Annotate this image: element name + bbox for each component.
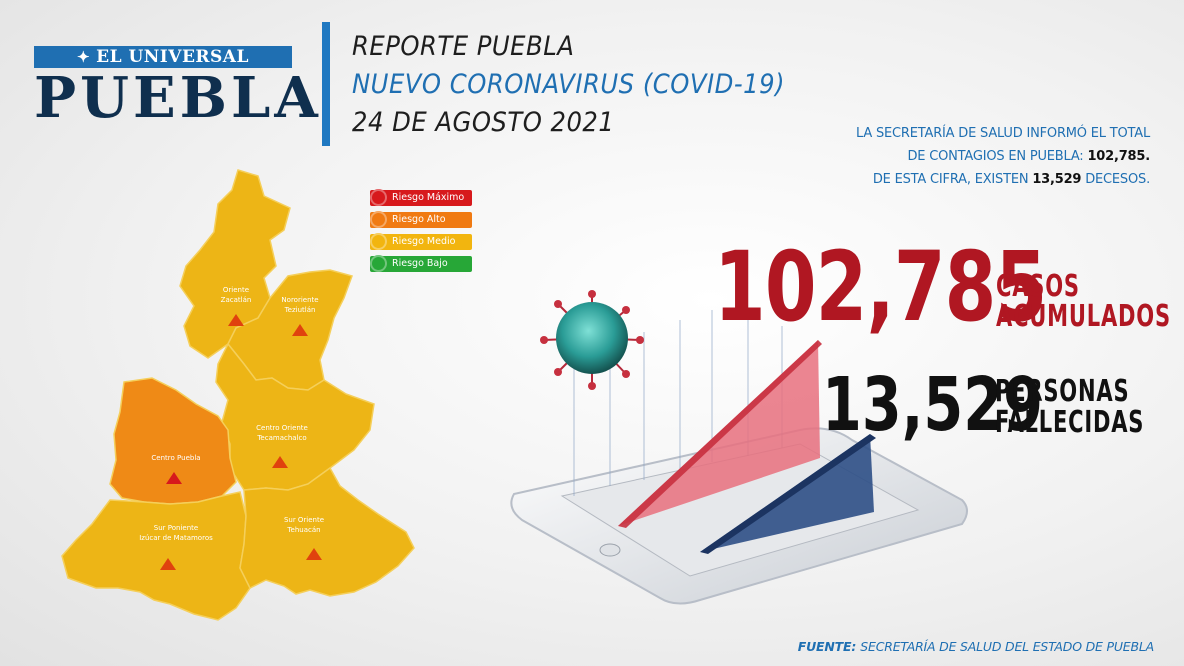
legend-label: Riesgo Alto (392, 214, 446, 225)
report-title: REPORTE PUEBLA (352, 31, 575, 62)
info-line-3-text: DE ESTA CIFRA, EXISTEN (872, 172, 1033, 187)
info-line-3-suffix: DECESOS. (1081, 172, 1150, 187)
logo-top-text: EL UNIVERSAL (96, 47, 249, 67)
cases-label-line-2: ACUMULADOS (996, 299, 1171, 334)
region-label-tecamachalco-1: Centro Oriente (256, 424, 308, 432)
region-label-centro-puebla: Centro Puebla (151, 454, 200, 462)
deaths-label: PERSONAS FALLECIDAS (995, 376, 1144, 438)
cases-label: CASOS ACUMULADOS (996, 272, 1171, 332)
risk-triangle-centro-puebla (166, 472, 182, 484)
puebla-map-svg: Oriente Zacatlán Nororiente Teziutlán Ce… (61, 169, 415, 621)
deaths-value: 13,529 (822, 362, 1043, 448)
risk-triangle-sur-oriente (306, 548, 322, 560)
region-label-sur-poniente-2: Izúcar de Matamoros (139, 534, 213, 542)
risk-triangle-zacatlan (228, 314, 244, 326)
region-label-sur-oriente-2: Tehuacán (286, 526, 320, 534)
legend-label: Riesgo Medio (392, 236, 456, 247)
legend-item: Riesgo Medio (370, 233, 472, 250)
info-line-3: DE ESTA CIFRA, EXISTEN 13,529 DECESOS. (856, 168, 1150, 191)
deaths-triangle-edge (700, 434, 876, 554)
info-deaths-value: 13,529 (1032, 172, 1082, 187)
legend-item: Riesgo Bajo (370, 255, 472, 272)
risk-legend: Riesgo Máximo Riesgo Alto Riesgo Medio Ries… (370, 189, 472, 278)
info-line-2-text: DE CONTAGIOS EN PUEBLA: (907, 149, 1088, 164)
risk-triangle-sur-poniente (160, 558, 176, 570)
info-line-1: LA SECRETARÍA DE SALUD INFORMÓ EL TOTAL (856, 126, 1150, 141)
report-header: REPORTE PUEBLA NUEVO CORONAVIRUS (COVID-… (352, 28, 785, 142)
cases-value: 102,785 (714, 231, 1047, 343)
region-label-tecamachalco-2: Tecamachalco (256, 434, 306, 442)
region-label-zacatlan-1: Oriente (223, 286, 249, 294)
info-line-2: DE CONTAGIOS EN PUEBLA: 102,785. (856, 145, 1150, 168)
header-divider (322, 22, 330, 146)
coronavirus-icon (540, 290, 644, 390)
tablet-home-button (599, 543, 621, 557)
source-note: FUENTE: SECRETARÍA DE SALUD DEL ESTADO D… (798, 639, 1154, 654)
info-cases-value: 102,785. (1087, 149, 1150, 164)
legend-dot-icon (370, 211, 387, 228)
deaths-label-line-1: PERSONAS (995, 374, 1130, 409)
logo-city-text: PUEBLA (34, 65, 322, 131)
region-centro-puebla (109, 377, 237, 505)
report-subtitle: NUEVO CORONAVIRUS (COVID-19) (352, 69, 786, 100)
region-label-zacatlan-2: Zacatlán (221, 296, 252, 304)
legend-dot-icon (370, 189, 387, 206)
legend-label: Riesgo Máximo (392, 192, 465, 203)
risk-triangle-tecamachalco (272, 456, 288, 468)
eagle-icon: ✦ (77, 48, 91, 66)
legend-item: Riesgo Alto (370, 211, 472, 228)
source-text: SECRETARÍA DE SALUD DEL ESTADO DE PUEBLA (860, 639, 1154, 654)
info-summary: LA SECRETARÍA DE SALUD INFORMÓ EL TOTAL … (856, 122, 1150, 191)
tablet-illustration-svg (510, 290, 968, 605)
report-date: 24 DE AGOSTO 2021 (352, 107, 615, 138)
cases-label-line-1: CASOS (996, 269, 1080, 304)
legend-dot-icon (370, 255, 387, 272)
newspaper-logo: ✦ EL UNIVERSAL PUEBLA (34, 46, 322, 131)
region-label-teziutlan-2: Teziutlán (284, 306, 316, 314)
puebla-map: Oriente Zacatlán Nororiente Teziutlán Ce… (58, 168, 422, 624)
region-label-sur-poniente-1: Sur Poniente (154, 524, 198, 532)
region-label-teziutlan-1: Nororiente (281, 296, 318, 304)
region-sur-oriente (239, 466, 415, 597)
logo-banner: ✦ EL UNIVERSAL (34, 46, 292, 68)
legend-dot-icon (370, 233, 387, 250)
risk-triangle-teziutlan (292, 324, 308, 336)
legend-label: Riesgo Bajo (392, 258, 448, 269)
region-sur-poniente (61, 491, 251, 621)
tablet-chart-illustration (500, 280, 970, 620)
deaths-label-line-2: FALLECIDAS (995, 405, 1145, 440)
region-label-sur-oriente-1: Sur Oriente (284, 516, 324, 524)
cases-triangle-edge (618, 340, 822, 528)
legend-item: Riesgo Máximo (370, 189, 472, 206)
source-prefix: FUENTE: (797, 639, 861, 654)
